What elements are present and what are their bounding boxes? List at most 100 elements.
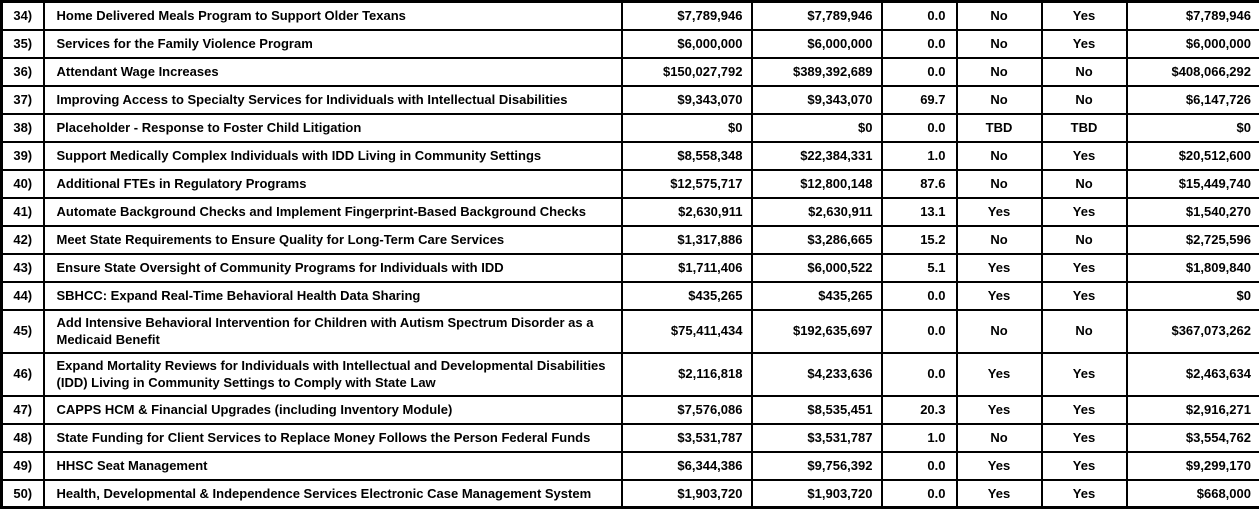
table-row: 44) SBHCC: Expand Real-Time Behavioral H…	[2, 282, 1259, 310]
amount-column-3: $20,512,600	[1127, 142, 1259, 170]
item-number: 34)	[2, 2, 44, 30]
flag-column-1: Yes	[957, 452, 1042, 480]
amount-column-3: $408,066,292	[1127, 58, 1259, 86]
table-row: 35) Services for the Family Violence Pro…	[2, 30, 1259, 58]
flag-column-2: Yes	[1042, 452, 1127, 480]
item-number: 35)	[2, 30, 44, 58]
fte-value: 20.3	[882, 396, 957, 424]
amount-column-2: $9,756,392	[752, 452, 882, 480]
fte-value: 5.1	[882, 254, 957, 282]
amount-column-3: $668,000	[1127, 480, 1259, 508]
flag-column-2: Yes	[1042, 424, 1127, 452]
table-row: 42) Meet State Requirements to Ensure Qu…	[2, 226, 1259, 254]
item-description: Additional FTEs in Regulatory Programs	[44, 170, 622, 198]
fte-value: 1.0	[882, 142, 957, 170]
item-description: State Funding for Client Services to Rep…	[44, 424, 622, 452]
flag-column-1: No	[957, 310, 1042, 353]
flag-column-1: No	[957, 170, 1042, 198]
table-row: 45) Add Intensive Behavioral Interventio…	[2, 310, 1259, 353]
fte-value: 0.0	[882, 114, 957, 142]
amount-column-1: $150,027,792	[622, 58, 752, 86]
flag-column-2: Yes	[1042, 142, 1127, 170]
flag-column-2: No	[1042, 86, 1127, 114]
amount-column-3: $15,449,740	[1127, 170, 1259, 198]
amount-column-2: $4,233,636	[752, 353, 882, 396]
amount-column-3: $0	[1127, 282, 1259, 310]
amount-column-3: $1,540,270	[1127, 198, 1259, 226]
item-number: 47)	[2, 396, 44, 424]
flag-column-1: Yes	[957, 480, 1042, 508]
item-number: 46)	[2, 353, 44, 396]
amount-column-1: $1,903,720	[622, 480, 752, 508]
amount-column-1: $6,344,386	[622, 452, 752, 480]
flag-column-2: Yes	[1042, 2, 1127, 30]
flag-column-2: Yes	[1042, 254, 1127, 282]
fte-value: 0.0	[882, 282, 957, 310]
item-description: Placeholder - Response to Foster Child L…	[44, 114, 622, 142]
amount-column-3: $1,809,840	[1127, 254, 1259, 282]
amount-column-2: $22,384,331	[752, 142, 882, 170]
flag-column-1: No	[957, 30, 1042, 58]
amount-column-2: $435,265	[752, 282, 882, 310]
item-number: 45)	[2, 310, 44, 353]
flag-column-1: Yes	[957, 198, 1042, 226]
flag-column-1: No	[957, 424, 1042, 452]
table-row: 36) Attendant Wage Increases $150,027,79…	[2, 58, 1259, 86]
item-number: 42)	[2, 226, 44, 254]
item-number: 39)	[2, 142, 44, 170]
amount-column-2: $6,000,000	[752, 30, 882, 58]
flag-column-1: No	[957, 226, 1042, 254]
amount-column-1: $1,317,886	[622, 226, 752, 254]
amount-column-3: $9,299,170	[1127, 452, 1259, 480]
amount-column-3: $7,789,946	[1127, 2, 1259, 30]
fte-value: 0.0	[882, 353, 957, 396]
flag-column-1: No	[957, 86, 1042, 114]
amount-column-2: $7,789,946	[752, 2, 882, 30]
table-row: 43) Ensure State Oversight of Community …	[2, 254, 1259, 282]
amount-column-1: $9,343,070	[622, 86, 752, 114]
fte-value: 0.0	[882, 310, 957, 353]
amount-column-1: $75,411,434	[622, 310, 752, 353]
amount-column-2: $12,800,148	[752, 170, 882, 198]
item-description: Services for the Family Violence Program	[44, 30, 622, 58]
amount-column-1: $8,558,348	[622, 142, 752, 170]
amount-column-3: $6,147,726	[1127, 86, 1259, 114]
item-description: SBHCC: Expand Real-Time Behavioral Healt…	[44, 282, 622, 310]
fte-value: 0.0	[882, 30, 957, 58]
table-row: 34) Home Delivered Meals Program to Supp…	[2, 2, 1259, 30]
amount-column-1: $6,000,000	[622, 30, 752, 58]
flag-column-2: Yes	[1042, 396, 1127, 424]
amount-column-1: $2,630,911	[622, 198, 752, 226]
flag-column-2: No	[1042, 310, 1127, 353]
flag-column-2: Yes	[1042, 198, 1127, 226]
item-number: 50)	[2, 480, 44, 508]
table-row: 48) State Funding for Client Services to…	[2, 424, 1259, 452]
flag-column-2: Yes	[1042, 353, 1127, 396]
item-number: 44)	[2, 282, 44, 310]
item-description: Ensure State Oversight of Community Prog…	[44, 254, 622, 282]
amount-column-2: $192,635,697	[752, 310, 882, 353]
item-description: Attendant Wage Increases	[44, 58, 622, 86]
flag-column-1: No	[957, 2, 1042, 30]
flag-column-2: TBD	[1042, 114, 1127, 142]
amount-column-2: $3,286,665	[752, 226, 882, 254]
flag-column-2: Yes	[1042, 30, 1127, 58]
amount-column-3: $0	[1127, 114, 1259, 142]
item-number: 37)	[2, 86, 44, 114]
table-row: 39) Support Medically Complex Individual…	[2, 142, 1259, 170]
flag-column-2: Yes	[1042, 282, 1127, 310]
amount-column-3: $2,463,634	[1127, 353, 1259, 396]
flag-column-1: Yes	[957, 254, 1042, 282]
item-description: Home Delivered Meals Program to Support …	[44, 2, 622, 30]
table-row: 37) Improving Access to Specialty Servic…	[2, 86, 1259, 114]
item-number: 43)	[2, 254, 44, 282]
amount-column-2: $3,531,787	[752, 424, 882, 452]
table-row: 47) CAPPS HCM & Financial Upgrades (incl…	[2, 396, 1259, 424]
item-number: 38)	[2, 114, 44, 142]
fte-value: 0.0	[882, 58, 957, 86]
item-description: Automate Background Checks and Implement…	[44, 198, 622, 226]
item-description: Meet State Requirements to Ensure Qualit…	[44, 226, 622, 254]
